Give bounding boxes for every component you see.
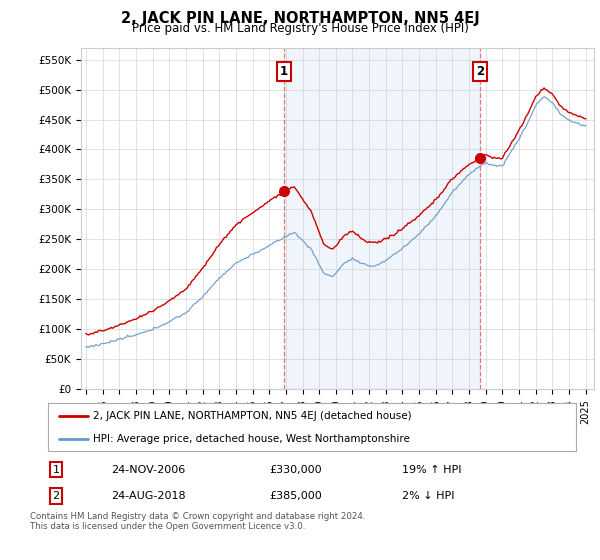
Text: 2: 2 <box>52 491 59 501</box>
Text: Contains HM Land Registry data © Crown copyright and database right 2024.
This d: Contains HM Land Registry data © Crown c… <box>30 512 365 531</box>
Text: 24-NOV-2006: 24-NOV-2006 <box>112 465 185 474</box>
Text: £330,000: £330,000 <box>270 465 322 474</box>
Text: 1: 1 <box>280 65 288 78</box>
Text: 2, JACK PIN LANE, NORTHAMPTON, NN5 4EJ (detached house): 2, JACK PIN LANE, NORTHAMPTON, NN5 4EJ (… <box>93 411 412 421</box>
Text: Price paid vs. HM Land Registry's House Price Index (HPI): Price paid vs. HM Land Registry's House … <box>131 22 469 35</box>
Text: 24-AUG-2018: 24-AUG-2018 <box>112 491 186 501</box>
Text: £385,000: £385,000 <box>270 491 323 501</box>
Text: HPI: Average price, detached house, West Northamptonshire: HPI: Average price, detached house, West… <box>93 434 410 444</box>
Text: 19% ↑ HPI: 19% ↑ HPI <box>402 465 461 474</box>
Bar <box>284 48 480 389</box>
Text: 1: 1 <box>52 465 59 474</box>
Text: 2: 2 <box>476 65 484 78</box>
Text: 2, JACK PIN LANE, NORTHAMPTON, NN5 4EJ: 2, JACK PIN LANE, NORTHAMPTON, NN5 4EJ <box>121 11 479 26</box>
Text: 2% ↓ HPI: 2% ↓ HPI <box>402 491 454 501</box>
